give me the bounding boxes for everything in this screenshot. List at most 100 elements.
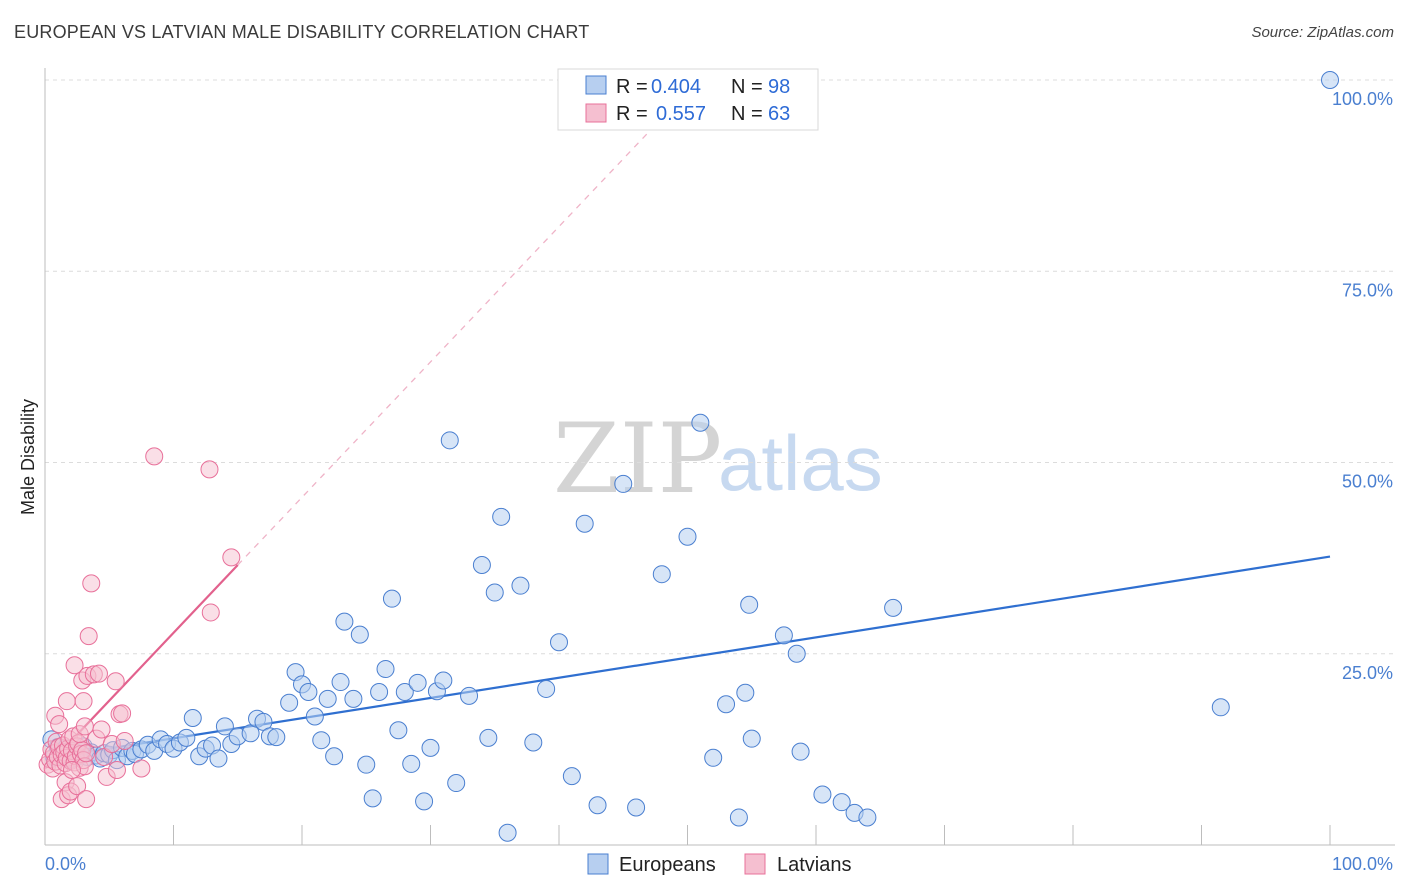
y-axis-label: Male Disability <box>18 399 38 515</box>
latvians-point-44 <box>77 790 96 809</box>
europeans-point-69 <box>460 686 479 705</box>
europeans-point-46 <box>305 707 324 726</box>
series-swatch-europeans <box>587 853 609 875</box>
latvians-point-62 <box>200 460 219 479</box>
y-tick-label-0: 100.0% <box>1332 89 1393 109</box>
europeans-point-41 <box>267 728 286 747</box>
europeans-point-93 <box>774 626 793 645</box>
europeans-point-88 <box>717 695 736 714</box>
europeans-point-49 <box>325 747 344 766</box>
y-tick-label-1: 75.0% <box>1342 280 1393 300</box>
europeans-point-76 <box>524 733 543 752</box>
axes <box>44 68 1395 846</box>
legend-r-value-2: 0.557 <box>656 103 706 125</box>
legend-r-label-1: R = <box>616 76 648 98</box>
legend-n-value-2: 63 <box>768 103 790 125</box>
latvians-point-51 <box>92 720 111 739</box>
europeans-point-47 <box>312 731 331 750</box>
europeans-point-51 <box>335 612 354 631</box>
y-tick-labels: 100.0% 75.0% 50.0% 25.0% <box>1332 89 1393 683</box>
latvians-point-61 <box>145 447 164 466</box>
europeans-point-100 <box>884 598 903 617</box>
europeans-point-101 <box>1211 698 1230 717</box>
series-label-latvians: Latvians <box>777 854 852 876</box>
europeans-point-89 <box>729 808 748 827</box>
europeans-point-67 <box>440 431 459 450</box>
europeans-point-53 <box>350 625 369 644</box>
latvians-point-55 <box>106 672 125 691</box>
legend-swatch-latvians <box>585 103 607 123</box>
source-label: Source: ZipAtlas.com <box>1251 24 1394 41</box>
latvians-point-59 <box>115 731 134 750</box>
europeans-point-62 <box>408 673 427 692</box>
europeans-point-78 <box>550 633 568 652</box>
europeans-point-68 <box>447 774 466 793</box>
y-tick-label-3: 25.0% <box>1342 663 1393 683</box>
europeans-point-80 <box>575 514 594 533</box>
latvians-point-56 <box>107 761 126 780</box>
y-tick-label-2: 50.0% <box>1342 472 1393 492</box>
europeans-point-85 <box>678 527 697 546</box>
latvians-point-34 <box>57 692 76 711</box>
europeans-point-45 <box>299 683 318 701</box>
latvians-point-29 <box>77 744 96 763</box>
legend-n-label-2: N = <box>731 103 763 125</box>
series-legend: Europeans Latvians <box>587 853 852 876</box>
europeans-point-70 <box>472 556 491 575</box>
europeans-point-33 <box>209 749 228 768</box>
europeans-point-42 <box>280 693 299 712</box>
series-label-europeans: Europeans <box>619 854 716 876</box>
x-tick-label-0: 0.0% <box>45 854 86 874</box>
europeans-point-81 <box>588 796 607 815</box>
europeans-point-79 <box>562 767 581 786</box>
europeans-point-96 <box>813 785 832 804</box>
latvians-point-58 <box>113 704 132 723</box>
europeans-point-91 <box>740 595 759 614</box>
europeans-point-77 <box>537 679 556 698</box>
series-swatch-latvians <box>744 853 766 875</box>
x-tick-label-1: 100.0% <box>1332 854 1393 874</box>
europeans-point-50 <box>331 673 350 692</box>
europeans-point-34 <box>215 717 234 736</box>
europeans-point-52 <box>344 689 363 708</box>
europeans-point-75 <box>511 576 530 595</box>
europeans-point-74 <box>498 823 517 842</box>
europeans-point-66 <box>434 671 453 690</box>
europeans-point-84 <box>652 565 671 584</box>
europeans-point-90 <box>736 683 755 702</box>
latvians-point-38 <box>65 656 84 675</box>
chart-title: EUROPEAN VS LATVIAN MALE DISABILITY CORR… <box>14 22 590 42</box>
correlation-legend: R = 0.404 N = 98 R = 0.557 N = 63 <box>557 68 819 131</box>
legend-n-value-1: 98 <box>768 76 790 98</box>
europeans-point-60 <box>395 683 414 701</box>
europeans-point-57 <box>376 660 395 679</box>
latvians-point-42 <box>74 692 93 711</box>
europeans-point-56 <box>370 683 389 701</box>
europeans-point-55 <box>363 789 382 808</box>
europeans-point-48 <box>318 689 337 708</box>
grid-lines <box>45 79 1395 655</box>
europeans-point-92 <box>742 729 761 748</box>
latvians-point-39 <box>68 777 87 796</box>
europeans-point-71 <box>479 728 498 747</box>
latvians-point-47 <box>82 574 101 593</box>
data-points <box>38 71 1339 842</box>
legend-r-value-1: 0.404 <box>651 76 701 98</box>
europeans-point-86 <box>691 413 710 432</box>
europeans-point-102 <box>1321 71 1339 89</box>
europeans-point-61 <box>402 754 421 773</box>
europeans-point-97 <box>832 793 851 812</box>
europeans-point-54 <box>357 755 376 774</box>
latvians-point-31 <box>50 715 69 734</box>
legend-swatch-europeans <box>585 75 607 95</box>
europeans-point-99 <box>858 808 877 827</box>
latvians-point-50 <box>89 664 108 683</box>
europeans-point-29 <box>183 709 202 728</box>
latvians-point-37 <box>62 761 81 780</box>
europeans-point-72 <box>485 583 504 602</box>
latvians-point-64 <box>222 548 241 567</box>
europeans-point-87 <box>704 748 723 767</box>
latvians-point-60 <box>132 759 151 778</box>
europeans-point-94 <box>787 644 806 663</box>
